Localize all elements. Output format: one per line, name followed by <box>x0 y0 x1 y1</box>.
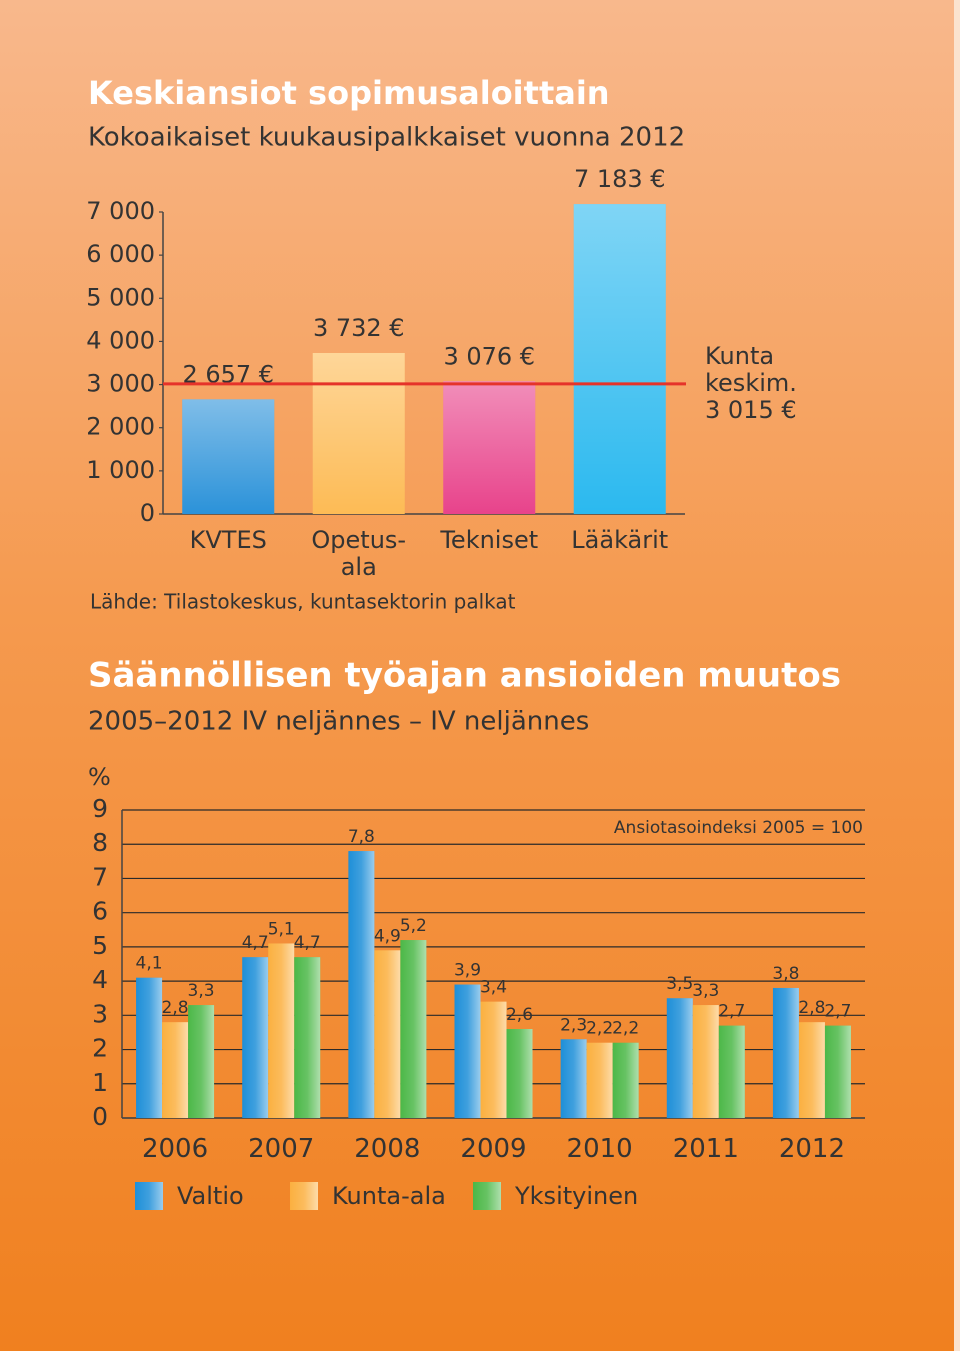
bar-shine <box>612 1042 639 1118</box>
value-label: 2,7 <box>718 1002 745 1022</box>
y-tick-label: 5 000 <box>86 283 155 311</box>
bar-shine <box>242 957 269 1118</box>
legend-label: Valtio <box>177 1182 244 1210</box>
value-label: 3,8 <box>772 964 799 984</box>
y-axis-label: % <box>88 763 111 791</box>
value-label: 5,2 <box>400 916 427 936</box>
annotation: Ansiotasoindeksi 2005 = 100 <box>614 818 863 838</box>
bar-shine <box>312 352 405 514</box>
value-label: 2,8 <box>162 998 189 1018</box>
bar-shine <box>136 977 163 1118</box>
value-label: 7,8 <box>348 827 375 847</box>
y-tick-label: 5 <box>92 931 108 960</box>
bar-shine <box>443 381 536 514</box>
chart-subtitle: 2005–2012 IV neljännes – IV neljännes <box>88 707 589 737</box>
value-label: 3,9 <box>454 961 481 981</box>
x-tick-label: Opetus- ala <box>311 526 407 581</box>
reference-label: Kunta keskim. 3 015 € <box>705 341 797 424</box>
x-tick-label: Tekniset <box>440 526 539 554</box>
value-label: 2,8 <box>798 998 825 1018</box>
value-label: 4,1 <box>136 954 163 974</box>
bar-shine <box>666 998 693 1118</box>
x-tick-label: 2007 <box>248 1134 315 1164</box>
x-tick-label: 2012 <box>778 1134 845 1164</box>
legend-swatch-shine <box>290 1182 318 1210</box>
bar-shine <box>454 984 481 1118</box>
x-tick-label: KVTES <box>189 526 267 554</box>
y-tick-label: 1 000 <box>86 456 155 484</box>
y-tick-label: 4 <box>92 965 108 994</box>
bar-shine <box>692 1005 719 1118</box>
y-tick-label: 0 <box>140 499 155 527</box>
legend-label: Yksityinen <box>514 1182 638 1210</box>
chart-subtitle: Kokoaikaiset kuukausipalkkaiset vuonna 2… <box>88 123 685 153</box>
value-label: 7 183 € <box>574 165 666 193</box>
bar-shine <box>573 204 666 514</box>
y-tick-label: 1 <box>92 1068 108 1097</box>
legend-swatch-shine <box>135 1182 163 1210</box>
value-label: 2,3 <box>560 1015 587 1035</box>
x-tick-label: 2006 <box>141 1134 209 1164</box>
bar-shine <box>586 1042 613 1118</box>
x-tick-label: 2008 <box>354 1134 421 1164</box>
value-label: 3,3 <box>188 981 215 1001</box>
bar-shine <box>772 987 799 1118</box>
bar-shine <box>294 957 321 1118</box>
value-label: 5,1 <box>268 919 295 939</box>
page-edge <box>954 0 960 1351</box>
bar-shine <box>560 1039 587 1118</box>
value-label: 2,2 <box>586 1019 613 1039</box>
bar-shine <box>374 950 401 1118</box>
y-tick-label: 8 <box>92 828 108 857</box>
bar-shine <box>798 1022 825 1118</box>
value-label: 3,3 <box>692 981 719 1001</box>
value-label: 2,7 <box>824 1002 851 1022</box>
y-tick-label: 6 000 <box>86 240 155 268</box>
chart-title: Keskiansiot sopimusaloittain <box>88 74 610 112</box>
y-tick-label: 3 000 <box>86 370 155 398</box>
legend-label: Kunta-ala <box>332 1182 446 1210</box>
chart-title: Säännöllisen työajan ansioiden muutos <box>88 656 841 696</box>
y-tick-label: 4 000 <box>86 326 155 354</box>
bar-shine <box>718 1025 745 1118</box>
x-tick-label: 2009 <box>460 1134 527 1164</box>
bar-shine <box>348 851 375 1118</box>
x-tick-label: Lääkärit <box>571 526 669 554</box>
y-tick-label: 2 000 <box>86 413 155 441</box>
legend-swatch-shine <box>473 1182 501 1210</box>
value-label: 3,4 <box>480 978 507 998</box>
value-label: 3,5 <box>666 974 693 994</box>
bar-shine <box>268 943 295 1118</box>
value-label: 3 076 € <box>443 342 535 370</box>
x-tick-label: 2010 <box>566 1134 633 1164</box>
bar-shine <box>400 940 427 1118</box>
bar-shine <box>824 1025 851 1118</box>
bar-shine <box>182 399 275 514</box>
y-tick-label: 6 <box>92 897 108 926</box>
y-tick-label: 3 <box>92 999 108 1028</box>
value-label: 4,7 <box>242 933 269 953</box>
value-label: 3 732 € <box>313 314 405 342</box>
y-tick-label: 9 <box>92 794 108 823</box>
x-tick-label: 2011 <box>672 1134 739 1164</box>
source-note: Lähde: Tilastokeskus, kuntasektorin palk… <box>90 590 516 614</box>
value-label: 2,2 <box>612 1019 639 1039</box>
value-label: 2,6 <box>506 1005 533 1025</box>
value-label: 4,9 <box>374 926 401 946</box>
bar-shine <box>188 1005 215 1118</box>
bar-shine <box>162 1022 189 1118</box>
bar-shine <box>506 1029 533 1118</box>
y-tick-label: 2 <box>92 1034 108 1063</box>
bar-shine <box>480 1001 507 1118</box>
value-label: 4,7 <box>294 933 321 953</box>
y-tick-label: 0 <box>92 1102 108 1131</box>
y-tick-label: 7 000 <box>86 197 155 225</box>
y-tick-label: 7 <box>92 862 108 891</box>
